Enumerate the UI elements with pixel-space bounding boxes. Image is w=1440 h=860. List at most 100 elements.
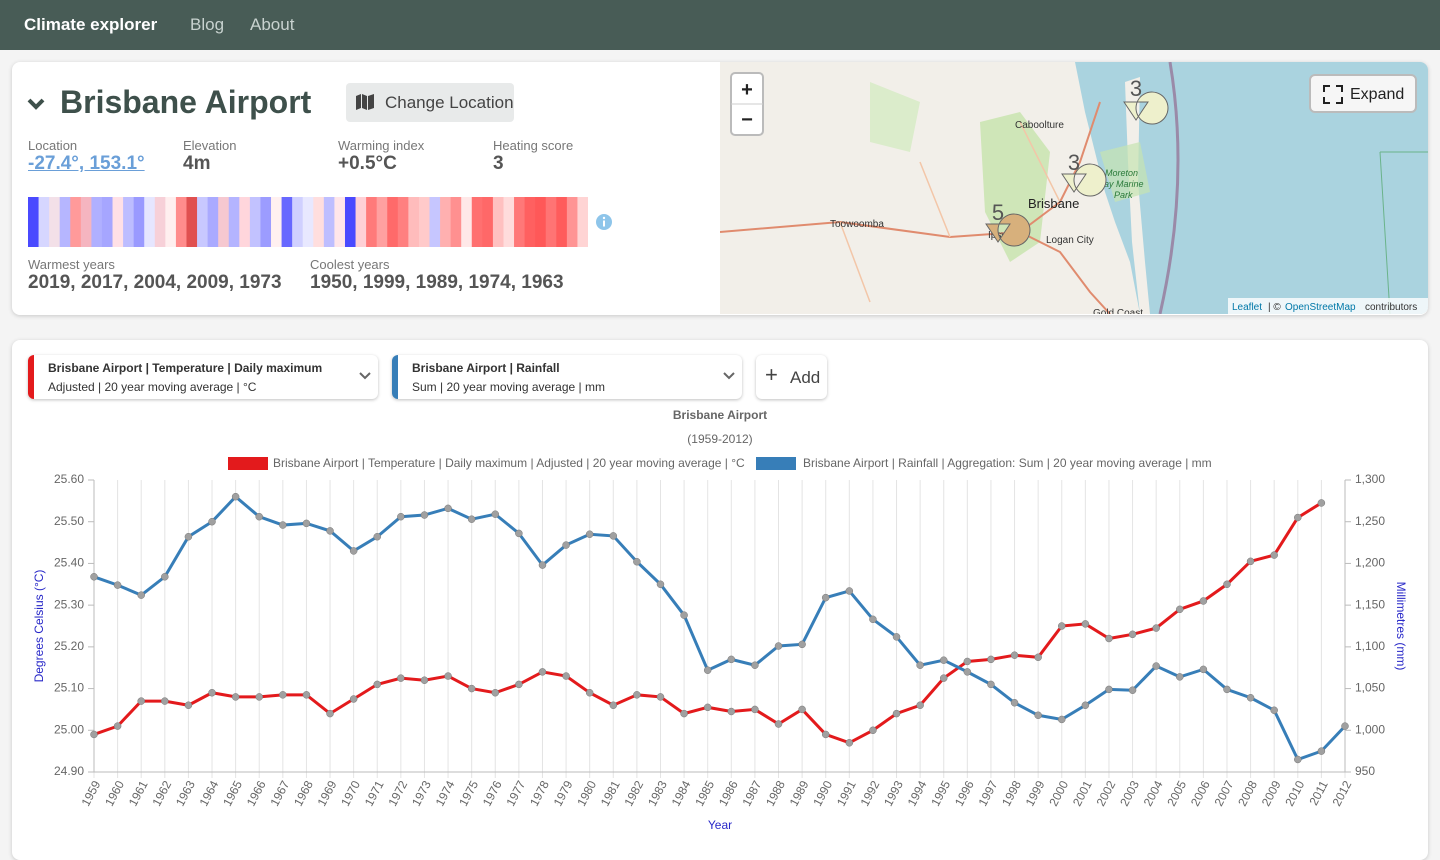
info-icon[interactable] xyxy=(595,213,613,231)
data-point xyxy=(373,532,381,541)
data-point xyxy=(916,661,924,669)
stripe xyxy=(344,197,357,247)
map[interactable]: Caboolture Brisbane Toowoomba Ipswich Lo… xyxy=(720,62,1428,314)
y-tick-label: 25.20 xyxy=(54,639,84,653)
map-marker[interactable]: 5 xyxy=(985,200,1031,247)
data-point xyxy=(585,688,594,697)
add-label: Add xyxy=(790,368,821,387)
change-location-button[interactable]: Change Location xyxy=(346,83,514,122)
stripe xyxy=(313,197,325,247)
data-point xyxy=(444,672,452,680)
map-marker[interactable]: 3 xyxy=(1123,76,1169,125)
data-point xyxy=(774,720,783,728)
stripe xyxy=(271,197,283,247)
x-tick-label: 1973 xyxy=(409,778,434,808)
warmest-label: Warmest years xyxy=(28,257,115,272)
data-point xyxy=(420,676,429,684)
stripe xyxy=(366,197,378,247)
series-line xyxy=(93,494,1347,762)
x-tick-label: 2010 xyxy=(1282,778,1307,808)
y-tick-label: 1,100 xyxy=(1355,639,1385,653)
stat-label: Elevation xyxy=(183,138,237,153)
coolest-label: Coolest years xyxy=(310,257,390,272)
data-point xyxy=(916,701,924,710)
place-label: Brisbane xyxy=(1028,196,1079,211)
x-tick-label: 1997 xyxy=(975,778,1000,808)
x-tick-label: 2002 xyxy=(1094,778,1119,808)
data-point xyxy=(1246,693,1255,702)
stripe xyxy=(514,197,526,247)
stripe xyxy=(376,197,388,247)
x-axis-label: Year xyxy=(708,818,732,832)
data-point xyxy=(869,615,877,624)
map-marker[interactable]: 3 xyxy=(1061,150,1107,197)
attribution-link[interactable]: OpenStreetMap xyxy=(1285,302,1356,313)
zoom-in[interactable]: + xyxy=(741,79,753,101)
y-tick-label: 25.10 xyxy=(54,681,84,695)
data-point xyxy=(113,722,122,730)
y-tick-label: 25.60 xyxy=(54,472,84,486)
legend-label: Brisbane Airport | Rainfall | Aggregatio… xyxy=(803,456,1212,470)
data-point xyxy=(963,668,972,676)
stripe xyxy=(429,197,441,247)
legend-swatch xyxy=(756,457,796,470)
coolest-value: 1950, 1999, 1989, 1974, 1963 xyxy=(310,272,564,293)
add-button[interactable]: + Add xyxy=(756,355,827,399)
stripe xyxy=(450,197,462,247)
x-tick-label: 1980 xyxy=(574,778,599,808)
location-title: Brisbane Airport xyxy=(60,84,312,120)
data-point xyxy=(633,558,641,566)
data-point xyxy=(161,573,169,581)
data-point xyxy=(1010,699,1019,707)
data-point xyxy=(1058,622,1066,630)
place-label: Gold Coast xyxy=(1093,308,1143,314)
nav-link[interactable]: Blog xyxy=(190,15,225,34)
series-selector[interactable]: Brisbane Airport | Rainfall Sum | 20 yea… xyxy=(392,355,742,399)
stripe xyxy=(154,197,166,247)
data-point xyxy=(1199,597,1208,605)
stat-value[interactable]: -27.4°, 153.1° xyxy=(28,153,145,174)
data-point xyxy=(208,688,216,697)
y-tick-label: 24.90 xyxy=(54,764,84,778)
attribution-text: | © xyxy=(1268,302,1281,313)
x-tick-label: 1979 xyxy=(551,778,576,808)
data-point xyxy=(279,521,287,529)
attribution-link[interactable]: Leaflet xyxy=(1232,302,1262,313)
x-tick-label: 1981 xyxy=(598,778,623,808)
data-point xyxy=(90,730,98,739)
data-point xyxy=(1152,624,1160,632)
data-point xyxy=(1223,580,1231,589)
x-tick-label: 1961 xyxy=(126,778,151,808)
data-point xyxy=(680,709,688,718)
x-tick-label: 1977 xyxy=(503,778,528,808)
brand[interactable]: Climate explorer xyxy=(24,15,158,34)
selector-title: Brisbane Airport | Rainfall xyxy=(412,361,560,375)
x-tick-label: 1995 xyxy=(928,778,953,808)
expand-button[interactable]: Expand xyxy=(1309,74,1417,113)
collapse-icon[interactable] xyxy=(26,94,48,114)
x-tick-label: 1991 xyxy=(834,778,859,808)
data-point xyxy=(1152,662,1160,670)
data-point xyxy=(609,532,618,540)
stripe xyxy=(408,197,420,247)
x-tick-label: 2004 xyxy=(1141,778,1166,808)
data-point xyxy=(963,657,972,666)
zoom-out[interactable]: − xyxy=(741,109,753,131)
data-point xyxy=(349,547,358,555)
y2-axis-label: Millimetres (mm) xyxy=(1394,582,1408,671)
data-point xyxy=(302,691,311,699)
data-point xyxy=(373,680,381,689)
expand-label: Expand xyxy=(1350,86,1404,103)
data-point xyxy=(255,693,263,701)
data-point xyxy=(1081,620,1090,628)
nav-link[interactable]: About xyxy=(250,15,295,34)
x-tick-label: 2011 xyxy=(1306,778,1331,808)
chart-subtitle: (1959-2012) xyxy=(687,432,752,446)
data-point xyxy=(821,730,830,739)
y-axis-label: Degrees Celsius (°C) xyxy=(32,570,46,683)
series-selector[interactable]: Brisbane Airport | Temperature | Daily m… xyxy=(28,355,378,399)
place-label: Bay Marine xyxy=(1098,179,1144,189)
stripe xyxy=(471,197,483,247)
x-tick-label: 1984 xyxy=(669,778,694,808)
x-tick-label: 1998 xyxy=(999,778,1024,808)
